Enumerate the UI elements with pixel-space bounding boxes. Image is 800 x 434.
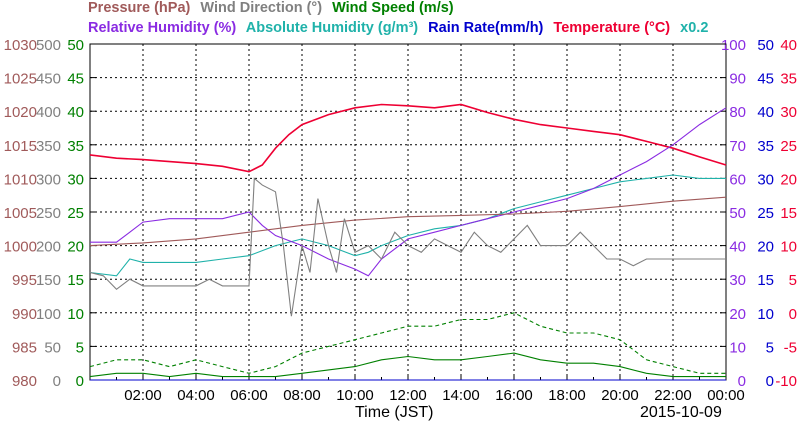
wind_dir-tick-label: 200 [36, 239, 61, 256]
rain-tick-label: 40 [757, 104, 774, 121]
temp-tick-label: 30 [780, 104, 797, 121]
temp-tick-label: 40 [780, 37, 797, 54]
x-tick-label: 22:00 [654, 387, 692, 404]
wind_dir-tick-label: 500 [36, 37, 61, 54]
temp-tick-label: 0 [789, 306, 797, 323]
pressure-tick-label: 1030 [4, 37, 37, 54]
temp-tick-label: 25 [780, 138, 797, 155]
pressure-tick-label: 1015 [4, 138, 37, 155]
wind_speed-tick-label: 10 [67, 306, 84, 323]
rain-tick-label: 5 [766, 339, 774, 356]
pressure-tick-label: 1000 [4, 239, 37, 256]
wind_speed-tick-label: 30 [67, 171, 84, 188]
x-tick-label: 16:00 [495, 387, 533, 404]
wind_dir-tick-label: 250 [36, 205, 61, 222]
legend-abs-scale: x0.2 [680, 20, 709, 36]
rain-tick-label: 35 [757, 138, 774, 155]
rel_hum-tick-label: 100 [721, 37, 746, 54]
rel_hum-tick-label: 90 [729, 71, 746, 88]
x-tick-label: 08:00 [283, 387, 321, 404]
rain-tick-label: 50 [757, 37, 774, 54]
legend-row-1: Pressure (hPa) Wind Direction (°) Wind S… [88, 0, 460, 16]
wind_speed-tick-label: 25 [67, 205, 84, 222]
x-tick-label: 12:00 [389, 387, 427, 404]
series-pressure-line [89, 196, 727, 247]
legend-wind-speed: Wind Speed (m/s) [332, 0, 454, 16]
legend-relative-humidity: Relative Humidity (%) [88, 20, 237, 36]
wind_speed-tick-label: 20 [67, 239, 84, 256]
rel_hum-tick-label: 80 [729, 104, 746, 121]
rel_hum-tick-label: 70 [729, 138, 746, 155]
wind_dir-tick-label: 100 [36, 306, 61, 323]
wind_dir-tick-label: 0 [53, 373, 61, 390]
legend-wind-direction: Wind Direction (°) [200, 0, 323, 16]
series-wind-speed-avg-line [89, 352, 726, 378]
series-wind-dir-line [89, 177, 726, 317]
series-rel-hum-line [90, 107, 727, 277]
wind_dir-tick-label: 350 [36, 138, 61, 155]
pressure-tick-label: 995 [12, 272, 37, 289]
wind_dir-tick-label: 400 [36, 104, 61, 121]
pressure-tick-label: 1020 [4, 104, 37, 121]
rel_hum-tick-label: 50 [729, 205, 746, 222]
temp-tick-label: -10 [775, 373, 797, 390]
rel_hum-tick-label: 30 [729, 272, 746, 289]
rel_hum-tick-label: 40 [729, 239, 746, 256]
rain-tick-label: 30 [757, 171, 774, 188]
x-tick-label: 18:00 [548, 387, 586, 404]
rain-tick-label: 20 [757, 239, 774, 256]
wind_dir-tick-label: 50 [44, 339, 61, 356]
wind_speed-tick-label: 0 [76, 373, 84, 390]
wind_dir-tick-label: 150 [36, 272, 61, 289]
wind_speed-tick-label: 45 [67, 71, 84, 88]
pressure-tick-label: 1005 [4, 205, 37, 222]
wind_dir-tick-label: 450 [36, 71, 61, 88]
rain-tick-label: 10 [757, 306, 774, 323]
rain-tick-label: 25 [757, 205, 774, 222]
rain-tick-label: 15 [757, 272, 774, 289]
series-wind-speed-max-line [89, 312, 726, 374]
temp-tick-label: 15 [780, 205, 797, 222]
temp-tick-label: 5 [789, 272, 797, 289]
x-tick-label: 02:00 [124, 387, 162, 404]
wind_speed-tick-label: 15 [67, 272, 84, 289]
legend-absolute-humidity: Absolute Humidity (g/m³) [245, 20, 419, 36]
rel_hum-tick-label: 0 [738, 373, 746, 390]
pressure-tick-label: 1025 [4, 71, 37, 88]
pressure-tick-label: 985 [12, 339, 37, 356]
series-abs-hum-line [89, 174, 726, 277]
legend-rain-rate: Rain Rate(mm/h) [428, 20, 544, 36]
temp-tick-label: -5 [784, 339, 797, 356]
rel_hum-tick-label: 20 [729, 306, 746, 323]
date-label: 2015-10-09 [640, 404, 722, 421]
wind_dir-tick-label: 300 [36, 171, 61, 188]
x-axis-title: Time (JST) [355, 404, 434, 421]
rel_hum-tick-label: 10 [729, 339, 746, 356]
temp-tick-label: 35 [780, 71, 797, 88]
rel_hum-tick-label: 60 [729, 171, 746, 188]
wind_speed-tick-label: 35 [67, 138, 84, 155]
legend-pressure: Pressure (hPa) [88, 0, 191, 16]
x-tick-label: 14:00 [442, 387, 480, 404]
x-tick-label: 10:00 [336, 387, 374, 404]
temp-tick-label: 10 [780, 239, 797, 256]
rain-tick-label: 45 [757, 71, 774, 88]
pressure-tick-label: 980 [12, 373, 37, 390]
x-tick-label: 06:00 [230, 387, 268, 404]
legend-temperature: Temperature (°C) [553, 20, 671, 36]
rain-tick-label: 0 [766, 373, 774, 390]
series-temp-line [89, 103, 727, 173]
temp-tick-label: 20 [780, 171, 797, 188]
wind_speed-tick-label: 5 [76, 339, 84, 356]
wind_speed-tick-label: 50 [67, 37, 84, 54]
x-tick-label: 04:00 [177, 387, 215, 404]
wind_speed-tick-label: 40 [67, 104, 84, 121]
x-tick-label: 20:00 [601, 387, 639, 404]
pressure-tick-label: 1010 [4, 171, 37, 188]
x-tick-label: 00:00 [707, 387, 745, 404]
pressure-tick-label: 990 [12, 306, 37, 323]
legend-row-2: Relative Humidity (%) Absolute Humidity … [88, 20, 714, 36]
